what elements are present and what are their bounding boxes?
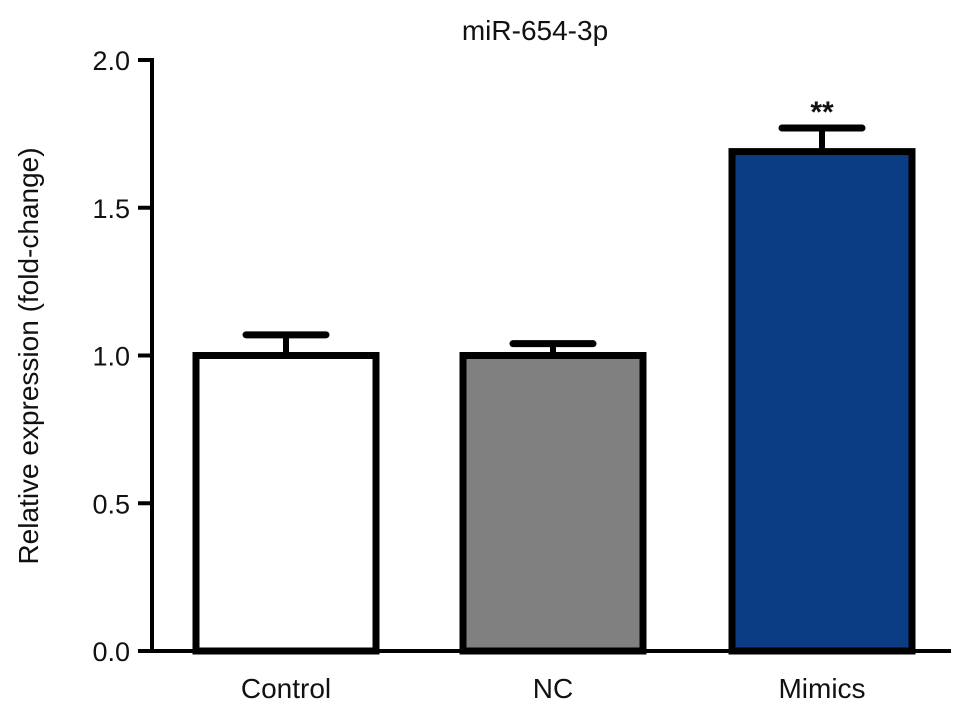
- category-label-mimics: Mimics: [778, 673, 865, 704]
- bars-group: **: [192, 96, 916, 655]
- y-axis-label: Relative expression (fold-change): [13, 147, 44, 564]
- y-tick-label: 2.0: [92, 46, 130, 76]
- category-label-control: Control: [241, 673, 331, 704]
- significance-marker: **: [810, 96, 834, 129]
- y-tick-label: 0.5: [92, 489, 130, 519]
- category-labels-group: Control NC Mimics: [241, 673, 866, 704]
- bar-control: [192, 352, 380, 655]
- bar-mimics: [728, 148, 916, 655]
- y-tick-label: 1.5: [92, 194, 130, 224]
- y-ticks-group: 0.0 0.5 1.0 1.5 2.0: [92, 46, 152, 667]
- bar-nc: [459, 352, 647, 655]
- chart-title: miR-654-3p: [462, 15, 608, 46]
- category-label-nc: NC: [533, 673, 573, 704]
- y-tick-label: 1.0: [92, 342, 130, 372]
- y-tick-label: 0.0: [92, 637, 130, 667]
